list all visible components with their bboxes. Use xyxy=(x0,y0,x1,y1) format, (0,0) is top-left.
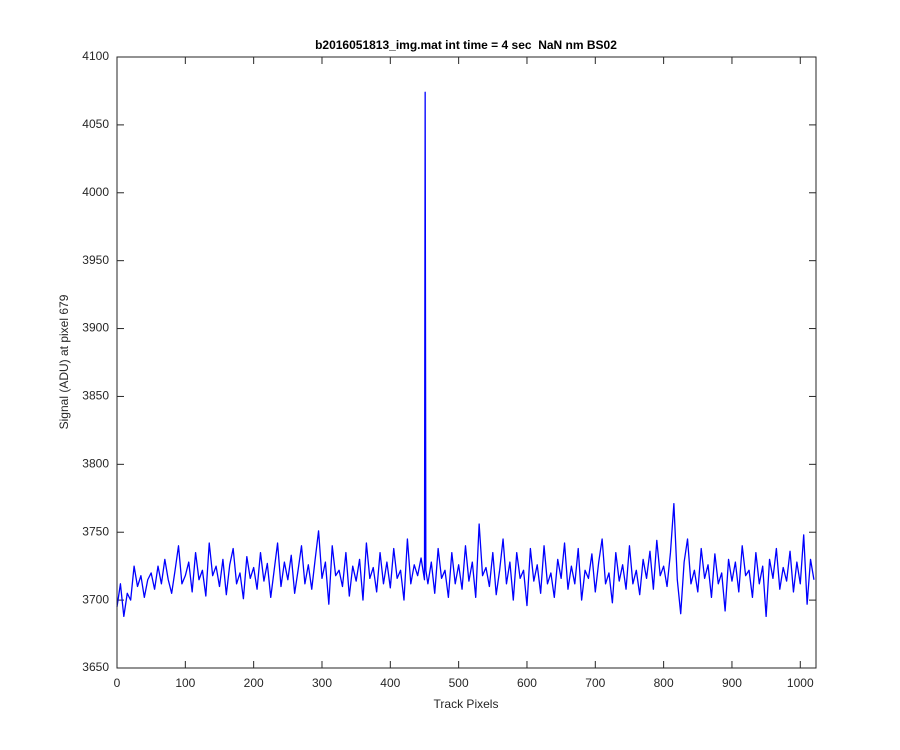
x-tick-label: 700 xyxy=(585,676,605,690)
x-tick-label: 300 xyxy=(312,676,332,690)
x-tick-label: 1000 xyxy=(787,676,814,690)
x-tick-label: 600 xyxy=(517,676,537,690)
data-line xyxy=(116,91,815,618)
y-tick-label: 3850 xyxy=(82,389,109,403)
x-tick-label: 900 xyxy=(722,676,742,690)
x-tick-label: 100 xyxy=(175,676,195,690)
x-tick-label: 0 xyxy=(114,676,121,690)
plot-frame xyxy=(116,56,817,669)
y-tick-label: 3950 xyxy=(82,253,109,267)
x-tick-label: 200 xyxy=(244,676,264,690)
y-axis-label: Signal (ADU) at pixel 679 xyxy=(57,294,71,429)
y-tick-label: 3700 xyxy=(82,592,109,606)
y-tick-label: 4050 xyxy=(82,117,109,131)
y-tick-label: 3650 xyxy=(82,660,109,674)
y-tick-label: 4000 xyxy=(82,185,109,199)
x-tick-label: 500 xyxy=(449,676,469,690)
y-tick-label: 3900 xyxy=(82,321,109,335)
x-axis-label: Track Pixels xyxy=(434,697,499,711)
y-tick-label: 3750 xyxy=(82,524,109,538)
y-tick-label: 4100 xyxy=(82,49,109,63)
x-tick-label: 800 xyxy=(654,676,674,690)
chart-title: b2016051813_img.mat int time = 4 sec NaN… xyxy=(315,38,617,52)
x-tick-label: 400 xyxy=(380,676,400,690)
y-tick-label: 3800 xyxy=(82,457,109,471)
